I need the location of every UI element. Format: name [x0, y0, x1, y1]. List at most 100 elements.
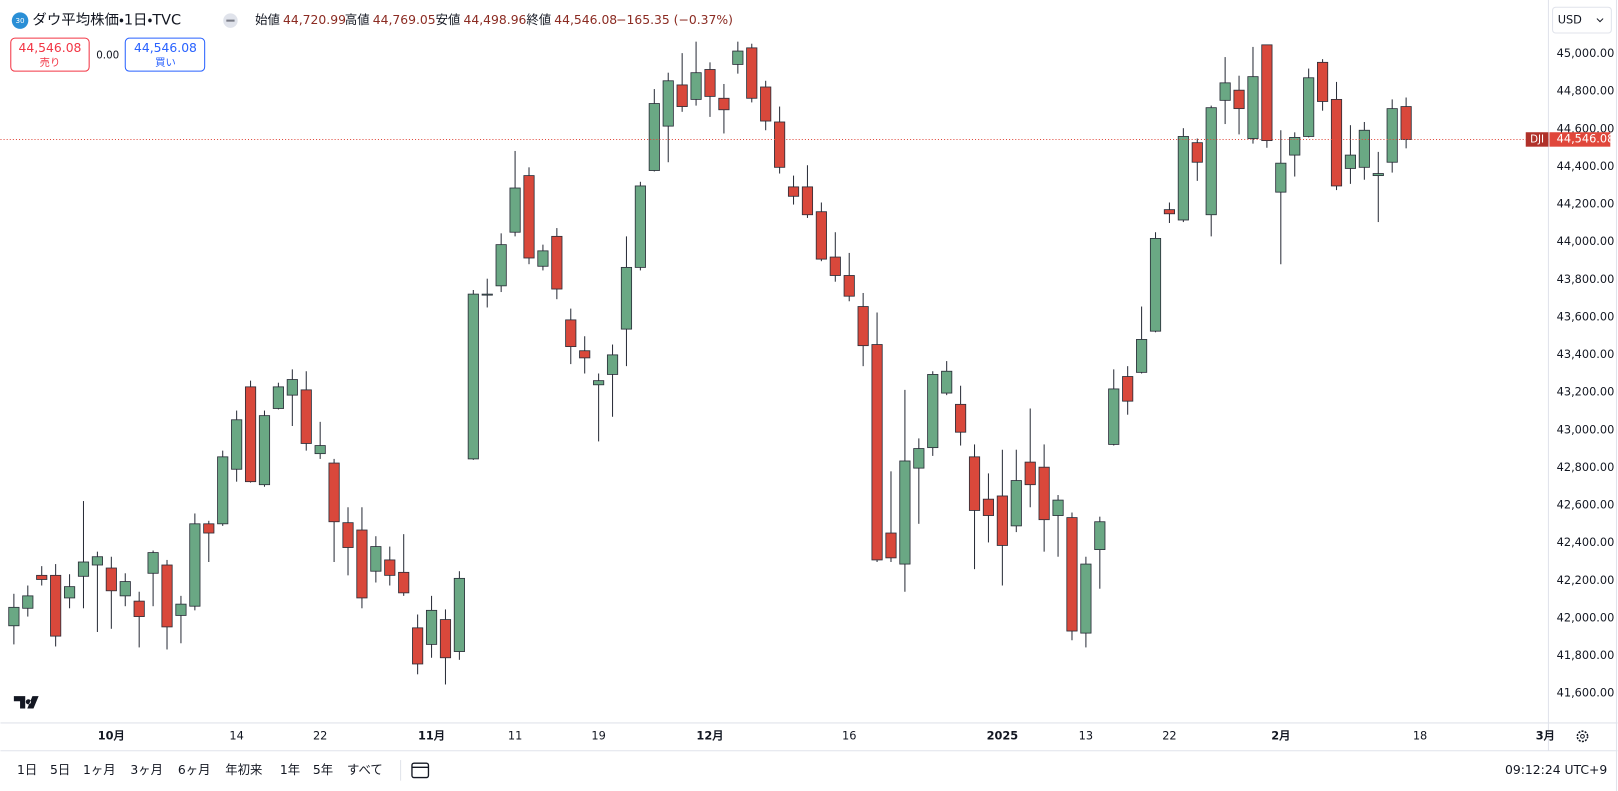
candle-body [439, 619, 452, 659]
candle-body [732, 50, 744, 65]
x-tick-label: 22 [1162, 728, 1176, 742]
y-tick-label: 43,000.00 [1557, 422, 1615, 436]
candle-body [495, 244, 507, 287]
candle-body [1205, 107, 1217, 216]
candle-body [1344, 154, 1356, 169]
candle-body [300, 389, 312, 444]
range-button[interactable]: すべて [347, 763, 383, 777]
candle-body [384, 559, 396, 576]
sell-button[interactable] [10, 37, 90, 72]
x-tick-label: 18 [1413, 728, 1427, 742]
settings-button[interactable] [1576, 730, 1589, 743]
candle-body [676, 84, 688, 107]
candle-body [955, 403, 967, 433]
clock: 09:12:24 UTC+9 [1505, 763, 1607, 777]
candle-body [1247, 76, 1259, 139]
ohlc-value: 44,546.08 [554, 13, 617, 27]
candle-body [606, 354, 619, 375]
range-button[interactable]: 3ヶ月 [130, 763, 163, 777]
range-button[interactable]: 6ヶ月 [178, 763, 211, 777]
range-button[interactable]: 1年 [280, 763, 300, 777]
candle-body [1177, 136, 1189, 221]
candle-body [244, 386, 257, 483]
y-tick-label: 43,200.00 [1557, 385, 1615, 399]
candle-body [634, 185, 646, 268]
candle-body [1275, 162, 1287, 193]
candle-body [509, 187, 521, 233]
candle-body [272, 386, 284, 409]
candle-body [662, 80, 674, 127]
x-tick-label: 14 [229, 728, 243, 742]
candle-body [1080, 563, 1092, 634]
candle-body [8, 606, 20, 627]
symbol-title[interactable]: ダウ平均株価・1日・TVC [32, 12, 181, 29]
candle-body [398, 571, 410, 594]
candle-body [551, 235, 563, 290]
date-range-button[interactable] [411, 762, 430, 779]
candle-body [481, 293, 493, 296]
candle-body [370, 546, 382, 572]
candle-body [91, 556, 103, 566]
candle-body [258, 415, 271, 486]
y-tick-label: 45,000.00 [1557, 46, 1615, 60]
y-tick-label: 43,400.00 [1557, 347, 1615, 361]
range-button[interactable]: 1日 [17, 763, 37, 777]
spread: 0.00 [96, 50, 119, 62]
candle-body [22, 595, 34, 609]
candle-body [1010, 480, 1022, 527]
currency-button[interactable] [1552, 6, 1612, 34]
candle-body [1261, 44, 1273, 142]
candle-body [913, 448, 925, 469]
candle-body [36, 574, 48, 580]
candle-body [231, 419, 243, 470]
candle-body [565, 319, 577, 348]
ohlc-label: 安値 [436, 12, 461, 27]
candle-body [760, 86, 772, 122]
candle-body [787, 186, 800, 197]
candle-body [203, 523, 215, 534]
range-button[interactable]: 5年 [313, 763, 333, 777]
candle-body [690, 72, 702, 100]
y-tick-label: 43,600.00 [1557, 309, 1615, 323]
range-button[interactable]: 1ヶ月 [83, 763, 116, 777]
candle-body [1163, 209, 1176, 215]
range-button[interactable]: 年初来 [225, 763, 262, 777]
y-tick-label: 44,000.00 [1557, 234, 1615, 248]
candle-body [1094, 521, 1106, 550]
candle-body [523, 175, 535, 259]
candle-body [927, 374, 939, 449]
candle-body [982, 498, 995, 516]
x-tick-label: 10月 [98, 728, 125, 742]
candle-body [1289, 136, 1301, 156]
y-tick-label: 41,600.00 [1557, 686, 1615, 700]
y-tick-label: 44,400.00 [1557, 159, 1615, 173]
symbol-badge [11, 12, 29, 29]
ohlc-label: 高値 [345, 12, 370, 27]
candle-body [1330, 98, 1343, 187]
x-tick-label: 19 [591, 728, 605, 742]
x-tick-label: 22 [313, 728, 327, 742]
buy-label: 買い [155, 57, 176, 69]
range-button[interactable]: 5日 [50, 763, 70, 777]
tv-logo [13, 696, 39, 709]
candle-body [412, 627, 424, 665]
candle-body [1219, 82, 1231, 101]
buy-button[interactable] [124, 37, 206, 72]
currency: USD [1558, 13, 1582, 27]
candle-body [50, 574, 62, 637]
candle-body [1108, 388, 1120, 445]
candle-body [328, 462, 340, 523]
candle-body [746, 47, 758, 99]
candle-body [774, 121, 786, 168]
x-tick-label: 12月 [696, 728, 723, 742]
sell-label: 売り [40, 56, 61, 69]
ohlc-label: 始値 [255, 12, 280, 27]
candle-body [537, 250, 549, 267]
x-tick-label: 16 [842, 728, 856, 742]
candle-body [189, 523, 201, 607]
candle-body [996, 495, 1008, 546]
